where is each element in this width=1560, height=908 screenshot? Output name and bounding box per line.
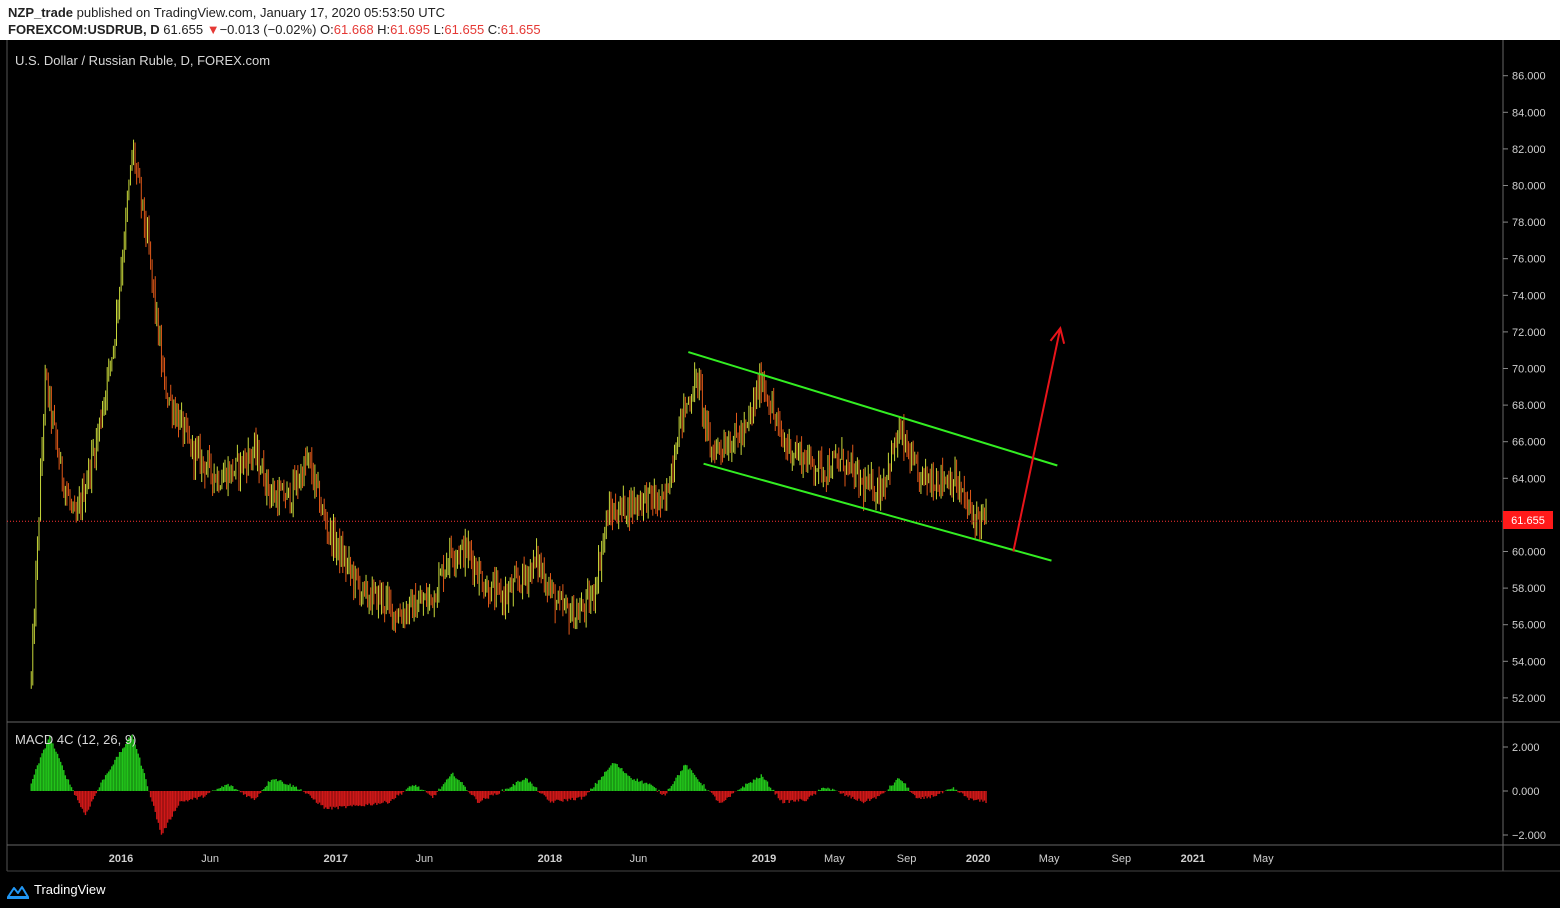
author-line: NZP_trade published on TradingView.com, … — [8, 5, 445, 20]
price-tick-label: 78.000 — [1512, 217, 1546, 229]
time-tick-label: Jun — [415, 853, 433, 865]
price-tick-label: 64.000 — [1512, 473, 1546, 485]
macd-pane-title: MACD 4C (12, 26, 9) — [15, 732, 136, 747]
chart-frame — [6, 40, 1560, 872]
author-name[interactable]: NZP_trade — [8, 5, 74, 20]
candle-series — [30, 139, 987, 689]
price-tick-label: 82.000 — [1512, 144, 1546, 156]
price-tick-label: 54.000 — [1512, 656, 1546, 668]
time-tick-label: 2020 — [966, 853, 990, 865]
time-tick-label: May — [824, 853, 845, 865]
price-tick-label: 68.000 — [1512, 400, 1546, 412]
main-pane-title: U.S. Dollar / Russian Ruble, D, FOREX.co… — [15, 53, 270, 68]
macd-tick-label: 2.000 — [1512, 742, 1540, 754]
price-tick-label: 52.000 — [1512, 693, 1546, 705]
time-tick-label: 2017 — [323, 853, 347, 865]
forecast-arrow-line — [1012, 328, 1062, 552]
trend-drawings — [7, 325, 1503, 562]
time-tick-label: Jun — [201, 853, 219, 865]
publish-info: published on TradingView.com, January 17… — [76, 5, 445, 20]
price-tick-label: 58.000 — [1512, 583, 1546, 595]
time-tick-label: 2021 — [1181, 853, 1205, 865]
symbol-name[interactable]: FOREXCOM:USDRUB, D — [8, 22, 160, 37]
last-price-label: 61.655 — [1511, 515, 1545, 527]
price-tick-label: 80.000 — [1512, 181, 1546, 193]
price-tick-label: 56.000 — [1512, 620, 1546, 632]
open-label: O: — [320, 22, 334, 37]
price-tick-label: 86.000 — [1512, 71, 1546, 83]
price-chart[interactable]: 86.000 84.000 82.000 80.000 78.000 76.000 74.0… — [0, 40, 1560, 875]
high-label: H: — [377, 22, 391, 37]
high-value: 61.695 — [390, 22, 430, 37]
channel-upper-line — [688, 351, 1058, 467]
macd-tick-label: −2.000 — [1512, 830, 1546, 842]
time-tick-label: Sep — [1111, 853, 1131, 865]
time-tick-label: Sep — [897, 853, 917, 865]
close-label: C: — [487, 22, 501, 37]
macd-histogram — [30, 734, 987, 835]
tradingview-logo-icon[interactable] — [6, 883, 30, 901]
chart-background — [0, 40, 1560, 875]
low-label: L: — [433, 22, 445, 37]
price-tick-label: 84.000 — [1512, 107, 1546, 119]
last-price-tag: 61.655 — [1503, 511, 1553, 529]
macd-tick-label: 0.000 — [1512, 786, 1540, 798]
price-tick-label: 66.000 — [1512, 437, 1546, 449]
symbol-line: FOREXCOM:USDRUB, D 61.655 ▼−0.013 (−0.02… — [8, 22, 541, 37]
footer-bar: TradingView — [0, 875, 1560, 908]
publication-header: NZP_trade published on TradingView.com, … — [0, 0, 1560, 40]
price-tick-label: 60.000 — [1512, 547, 1546, 559]
low-value: 61.655 — [444, 22, 485, 37]
price-tick-label: 74.000 — [1512, 290, 1546, 302]
price-change: −0.013 (−0.02%) — [219, 22, 317, 37]
change-arrow-icon: ▼ — [206, 22, 220, 37]
price-tick-label: 70.000 — [1512, 364, 1546, 376]
channel-lower-line — [703, 462, 1052, 562]
price-tick-label: 72.000 — [1512, 327, 1546, 339]
time-tick-label: May — [1039, 853, 1060, 865]
time-tick-label: Jun — [630, 853, 648, 865]
open-value: 61.668 — [333, 22, 374, 37]
tradingview-brand[interactable]: TradingView — [34, 882, 106, 897]
last-price: 61.655 — [163, 22, 204, 37]
time-tick-label: 2016 — [109, 853, 133, 865]
time-tick-label: 2019 — [752, 853, 776, 865]
time-tick-label: 2018 — [538, 853, 562, 865]
forecast-arrow-head-icon — [1049, 325, 1066, 345]
time-tick-label: May — [1253, 853, 1274, 865]
close-value: 61.655 — [500, 22, 541, 37]
price-tick-label: 76.000 — [1512, 254, 1546, 266]
